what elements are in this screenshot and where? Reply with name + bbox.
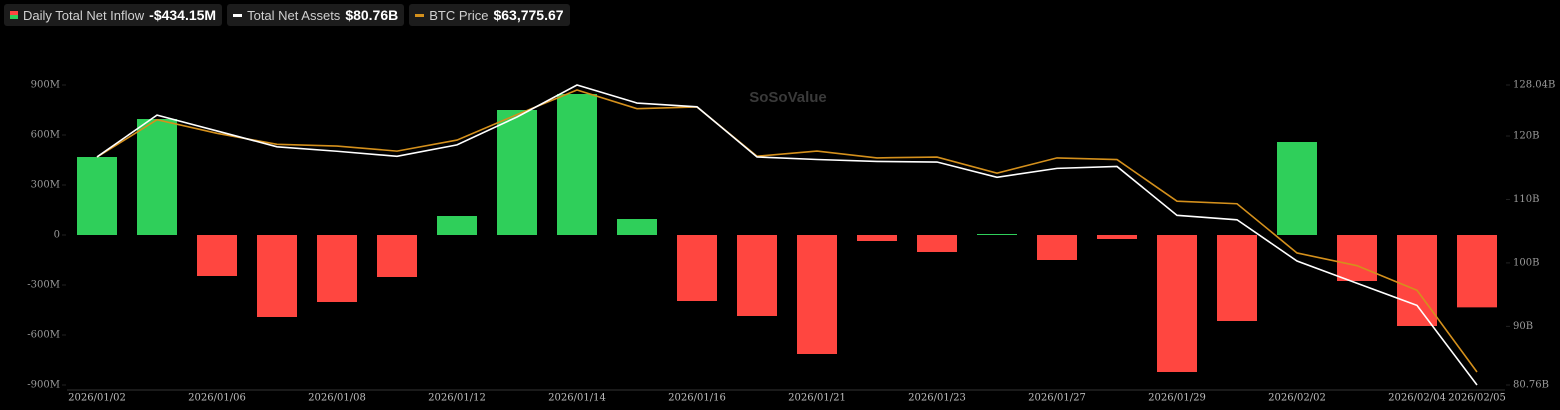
y2-tick-label: 90B [1513,321,1533,332]
legend-label: BTC Price [429,7,489,23]
x-tick-label: 2026/01/12 [428,393,486,404]
y-tick-label: 600M [31,130,60,141]
y-tick-label: -600M [27,330,60,341]
watermark: SoSoValue [749,89,827,106]
y2-tick-label: 110B [1513,194,1539,205]
bar [1097,235,1137,239]
bar [977,234,1017,235]
legend-label: Total Net Assets [247,7,341,23]
y2-tick-label: 120B [1513,131,1539,142]
x-tick-label: 2026/01/14 [548,393,606,404]
bar [317,235,357,302]
y2-tick-label: 100B [1513,257,1539,268]
bar [737,235,777,316]
legend-swatch [233,13,243,17]
legend-item[interactable]: Daily Total Net Inflow -$434.15M [4,4,223,26]
line [96,89,1478,373]
bar [257,235,297,317]
y-tick-label: 300M [31,180,60,191]
bar [437,216,477,235]
y-tick-label: -300M [27,280,60,291]
x-tick-label: 2026/01/16 [668,393,726,404]
legend-value: $63,775.67 [493,7,564,23]
y2-tick-label: 128.04B [1513,80,1555,91]
bar [1037,235,1077,260]
x-tick-label: 2026/01/27 [1028,393,1086,404]
y-tick-label: -900M [27,380,60,391]
x-tick-label: 2026/01/08 [308,393,366,404]
x-tick-label: 2026/01/29 [1148,393,1206,404]
legend-item[interactable]: BTC Price $63,775.67 [409,4,570,26]
y-tick-label: 0 [54,230,60,241]
x-tick-label: 2026/02/05 [1448,393,1506,404]
legend-label: Daily Total Net Inflow [23,7,145,23]
bar [1397,235,1437,326]
x-tick-label: 2026/01/06 [188,393,246,404]
bar [1157,235,1197,372]
bar [77,157,117,235]
bar [1217,235,1257,321]
legend-value: -$434.15M [149,7,217,23]
x-tick-label: 2026/02/02 [1268,393,1326,404]
bar [617,219,657,235]
line [96,84,1478,386]
bar [1457,235,1497,308]
x-tick-label: 2026/02/04 [1388,393,1446,404]
bar [497,110,537,235]
y-tick-label: 900M [31,80,60,91]
y2-tick-label: 80.76B [1513,380,1549,391]
x-tick-label: 2026/01/23 [908,393,966,404]
legend: Daily Total Net Inflow -$434.15M Total N… [4,4,570,26]
bar [1337,235,1377,281]
bar [377,235,417,277]
legend-swatch [415,13,425,17]
bar [677,235,717,301]
bar [857,235,897,241]
bar [1277,142,1317,235]
x-tick-label: 2026/01/02 [68,393,126,404]
legend-value: $80.76B [345,7,399,23]
bar [197,235,237,276]
bar [557,94,597,235]
legend-swatch [10,11,18,19]
legend-item[interactable]: Total Net Assets $80.76B [227,4,405,26]
bar [137,119,177,235]
bar [917,235,957,252]
x-tick-label: 2026/01/21 [788,393,846,404]
bar [797,235,837,354]
